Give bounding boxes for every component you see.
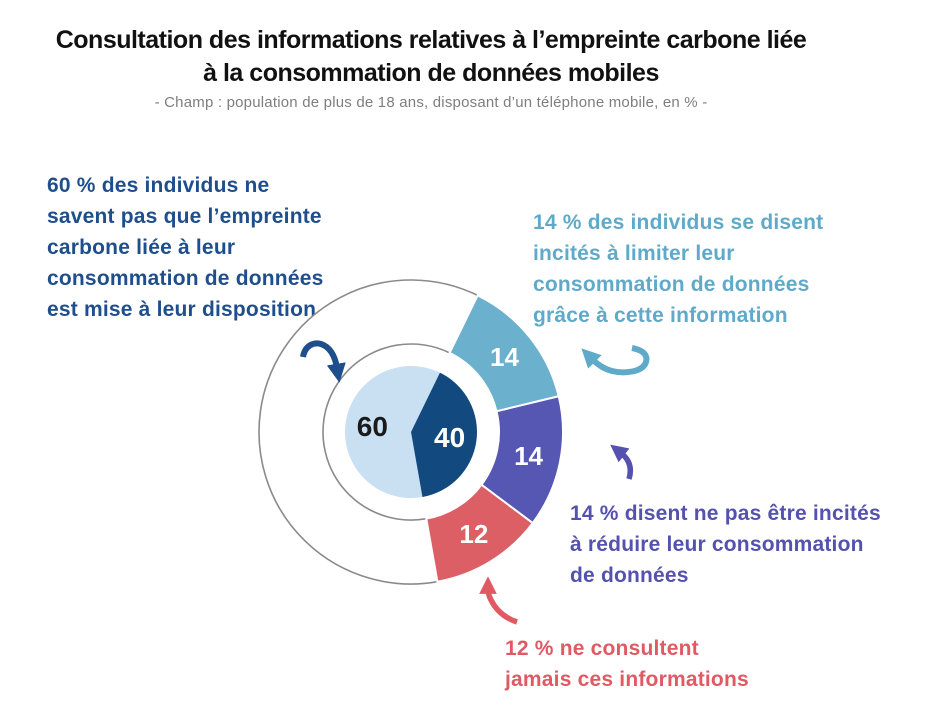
pie-label-40: 40 xyxy=(434,422,465,453)
annotation-60-percent: 60 % des individus ne savent pas que l’e… xyxy=(47,174,324,321)
ring-segment-blank-60 xyxy=(258,279,479,585)
chart-subtitle: - Champ : population de plus de 18 ans, … xyxy=(154,94,708,111)
ring-segment-12-2 xyxy=(425,483,535,583)
annotation-14-percent-non-incites: 14 % disent ne pas être incités à réduir… xyxy=(570,502,881,587)
chart-header: Consultation des informations relatives … xyxy=(0,24,862,111)
annotation-14-percent-incites: 14 % des individus se disent incités à l… xyxy=(533,211,824,327)
arrow-purple-icon xyxy=(610,444,634,480)
pie-label-60: 60 xyxy=(357,411,388,442)
ring-label-0: 14 xyxy=(490,342,519,372)
ring-segment-14-1 xyxy=(480,395,564,525)
annotation-12-percent: 12 % ne consultent jamais ces informatio… xyxy=(505,637,749,691)
arrow-navy-icon xyxy=(300,340,346,383)
chart-title: Consultation des informations relatives … xyxy=(55,26,807,87)
ring-label-2: 12 xyxy=(459,519,488,549)
arrow-teal-icon xyxy=(581,345,650,376)
pie-slice-60 xyxy=(345,366,440,498)
pie-slice-40 xyxy=(411,372,478,497)
arrow-red-icon xyxy=(479,576,518,625)
ring-label-1: 14 xyxy=(514,441,543,471)
